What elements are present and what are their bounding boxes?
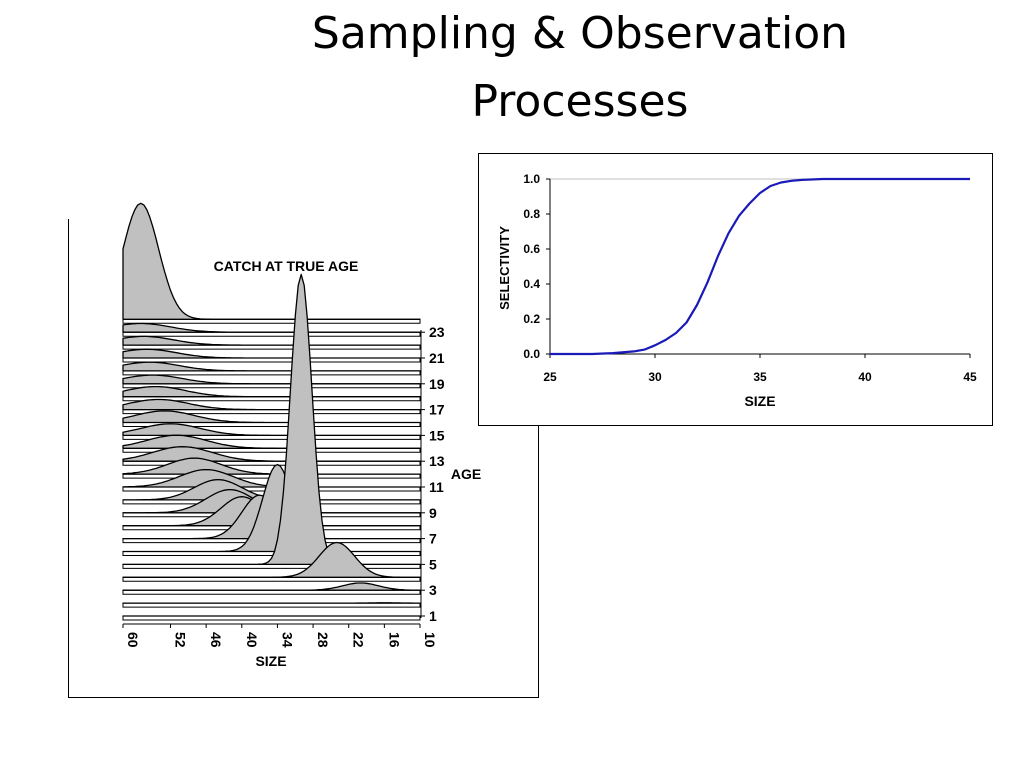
size-tick-label: 46: [208, 632, 224, 648]
age-tick-label: 13: [429, 453, 445, 469]
slide-title-line-1: Sampling & Observation: [311, 8, 849, 59]
ridge-area: [122, 423, 421, 437]
catch-age-axis-label: AGE: [451, 466, 481, 482]
ridge-age-18: [122, 385, 421, 402]
ridge-age-16: [122, 410, 421, 427]
selectivity-y-tick-label: 0.6: [523, 242, 540, 256]
ridge-area: [122, 335, 421, 346]
selectivity-y-axis-label: SELECTIVITY: [497, 226, 512, 310]
ridge-area: [122, 410, 421, 424]
ridge-area: [122, 434, 421, 449]
ridge-age-21: [122, 348, 421, 363]
age-tick-label: 23: [429, 324, 445, 340]
age-tick-label: 19: [429, 376, 445, 392]
ridge-area: [122, 541, 421, 578]
ridge-age-1: [122, 615, 421, 621]
selectivity-x-axis-label: SIZE: [744, 393, 775, 409]
age-tick-label: 21: [429, 350, 445, 366]
ridge-area: [122, 463, 421, 553]
size-tick-label: 28: [315, 632, 331, 648]
ridge-age-24: [122, 202, 421, 324]
age-tick-label: 7: [429, 531, 437, 547]
ridge-area: [122, 374, 421, 385]
selectivity-curve: [550, 177, 970, 356]
ridge-series-group: [122, 202, 421, 621]
catch-x-axis-label: SIZE: [255, 653, 286, 669]
age-tick-label: 3: [429, 582, 437, 598]
age-tick-label: 1: [429, 608, 437, 624]
age-tick-label: 17: [429, 402, 445, 418]
age-tick-label: 5: [429, 556, 437, 572]
selectivity-plot-group: 0.0 0.2 0.4 0.6 0.8 1.0 25 30 35 40 45: [523, 172, 977, 384]
ridge-age-20: [122, 361, 421, 376]
age-tick-label: 15: [429, 427, 445, 443]
size-tick-label: 16: [386, 632, 402, 648]
slide-title: Sampling & Observation Processes: [230, 0, 930, 136]
selectivity-y-tick-label: 0.0: [523, 347, 540, 361]
selectivity-y-tick-label: 0.8: [523, 207, 540, 221]
ridge-area: [122, 398, 421, 411]
age-tick-label: 11: [429, 479, 444, 495]
ridge-age-22: [122, 335, 421, 350]
selectivity-y-tick-label: 0.2: [523, 312, 540, 326]
size-tick-label: 34: [279, 632, 295, 648]
ridge-age-23: [122, 322, 421, 337]
size-tick-label: 60: [125, 632, 141, 648]
ridge-area: [122, 361, 421, 372]
ridge-area: [122, 322, 421, 333]
selectivity-chart-frame: [478, 153, 993, 426]
ridge-area: [122, 202, 421, 320]
slide-title-line-2: Processes: [471, 76, 689, 127]
size-tick-label: 40: [244, 632, 260, 648]
ridge-age-4: [122, 541, 421, 582]
ridge-area: [122, 385, 421, 398]
selectivity-y-tick-label: 0.4: [523, 277, 540, 291]
selectivity-x-tick-label: 40: [858, 370, 872, 384]
ridge-area: [122, 582, 421, 591]
size-tick-label: 10: [422, 632, 438, 648]
ridge-area: [122, 348, 421, 359]
ridge-age-19: [122, 374, 421, 389]
selectivity-y-tick-label: 1.0: [523, 172, 540, 186]
ridge-age-2: [122, 602, 421, 608]
catch-chart-title: CATCH AT TRUE AGE: [214, 258, 359, 274]
size-tick-label: 22: [351, 632, 367, 648]
selectivity-x-tick-label: 45: [963, 370, 977, 384]
ridge-age-3: [122, 582, 421, 595]
selectivity-x-tick-label: 25: [543, 370, 557, 384]
ridge-area: [122, 273, 421, 566]
age-tick-label: 9: [429, 505, 437, 521]
selectivity-x-tick-label: 35: [753, 370, 767, 384]
size-tick-label: 52: [173, 632, 189, 648]
selectivity-x-tick-label: 30: [648, 370, 662, 384]
ridge-age-17: [122, 398, 421, 415]
